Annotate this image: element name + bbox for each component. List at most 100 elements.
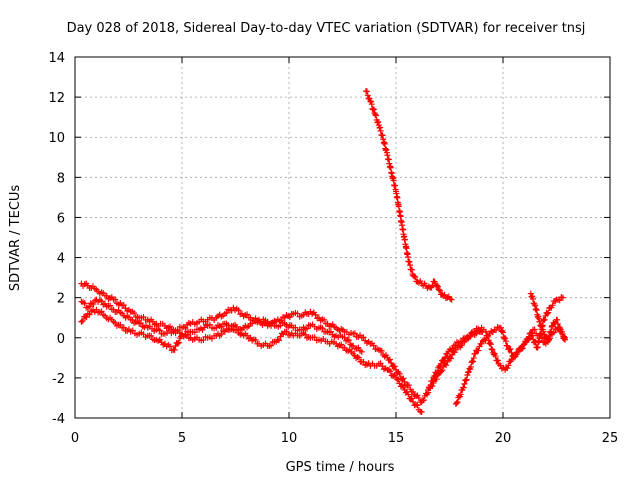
series-track-1 [78,280,485,406]
data-point [536,318,543,325]
data-point-trail [189,326,200,336]
data-point-trail [86,283,98,292]
data-point-trail [465,330,475,342]
data-point-trail [537,322,546,333]
data-point-trail [103,292,115,303]
data-point-trail [86,306,98,318]
data-point-trail [363,88,373,102]
data-point-trail [197,321,209,333]
data-point-trail [189,319,200,328]
data-point-trail [146,316,158,328]
data-point-trail [441,291,449,302]
data-point-trail [428,278,437,291]
data-point-trail [189,334,200,344]
data-point-trail [274,330,287,344]
data-point-trail [436,287,446,298]
data-point [472,350,479,357]
data-point-trail [240,330,252,342]
axis-ticks [74,56,611,419]
data-point-trail [516,342,527,352]
data-point-trail [497,362,507,372]
series-track-8 [527,290,569,345]
series-track-4 [363,88,455,303]
data-point-trail [558,328,568,342]
data-point-trail [112,307,124,316]
data-point-trail [493,324,503,334]
data-point [521,340,528,347]
data-point-trail [146,323,158,335]
data-point-trail [112,296,124,308]
y-tick-label: 14 [48,51,65,66]
x-tick-labels: 0 5 10 15 20 25 [71,431,618,446]
data-point-trail [376,124,386,139]
data-point-trail [368,98,377,113]
data-point-trail [384,156,395,176]
data-point-trail [103,314,115,323]
data-point-trail [380,139,390,156]
data-point-trail [548,298,559,311]
data-point-trail [138,314,149,323]
data-point [444,358,451,365]
data-point-trail [351,344,364,354]
data-point [482,328,489,335]
data-point-trail [335,332,346,341]
data-point-trail [351,330,364,341]
data-point-trail [394,369,407,383]
y-tick-label: 10 [48,131,65,146]
data-point-trail [528,293,538,308]
data-point-trail [343,329,355,338]
data-point-trail [503,358,514,372]
y-tick-labels: -4 -2 0 2 4 6 8 10 12 14 [48,51,65,427]
data-point-trail [369,340,381,353]
data-point-trail [452,338,462,348]
data-point [448,296,455,303]
data-point-trail [86,297,98,310]
data-point-trail [393,190,403,216]
data-point-trail [112,319,124,329]
data-point-trail [274,314,287,325]
data-point [401,378,408,385]
data-point [540,328,547,335]
data-point-trail [258,340,269,350]
data-point-trail [458,334,469,346]
data-point-trail [372,111,382,126]
x-tick-label: 20 [495,431,512,446]
data-point-trail [214,311,227,320]
data-point [489,346,496,353]
data-point [562,336,569,343]
data-point-trail [137,320,150,331]
data-point-trail [460,369,472,391]
y-tick-label: 8 [57,171,65,186]
data-point-trail [206,321,218,332]
data-point-trail [283,322,295,330]
data-point-trail [300,322,312,333]
data-point-trail [129,317,141,327]
data-point [559,294,566,301]
data-point-trail [343,346,355,356]
data-point-trail [120,312,132,321]
data-point-trail [334,325,346,334]
data-point [437,360,444,367]
data-point [435,286,442,293]
data-point-trail [360,358,372,369]
data-point-trail [155,320,166,329]
data-point-trail [477,328,486,336]
data-point-trail [432,280,441,290]
data-point [504,342,511,349]
series-track-5 [425,326,487,393]
data-point-trail [531,326,541,339]
data-point-trail [360,334,372,347]
data-point-trail [164,328,175,337]
data-point-trail [550,319,559,328]
data-point-trail [445,345,456,355]
data-point-trail [258,316,269,325]
data-point-trail [292,330,303,339]
data-point-trail [415,278,424,286]
data-point-trail [389,173,399,193]
data-point-trail [555,294,565,304]
data-point-trail [223,306,235,316]
data-point-trail [326,321,338,331]
data-point-trail [249,317,261,327]
data-point-trail [95,288,107,297]
